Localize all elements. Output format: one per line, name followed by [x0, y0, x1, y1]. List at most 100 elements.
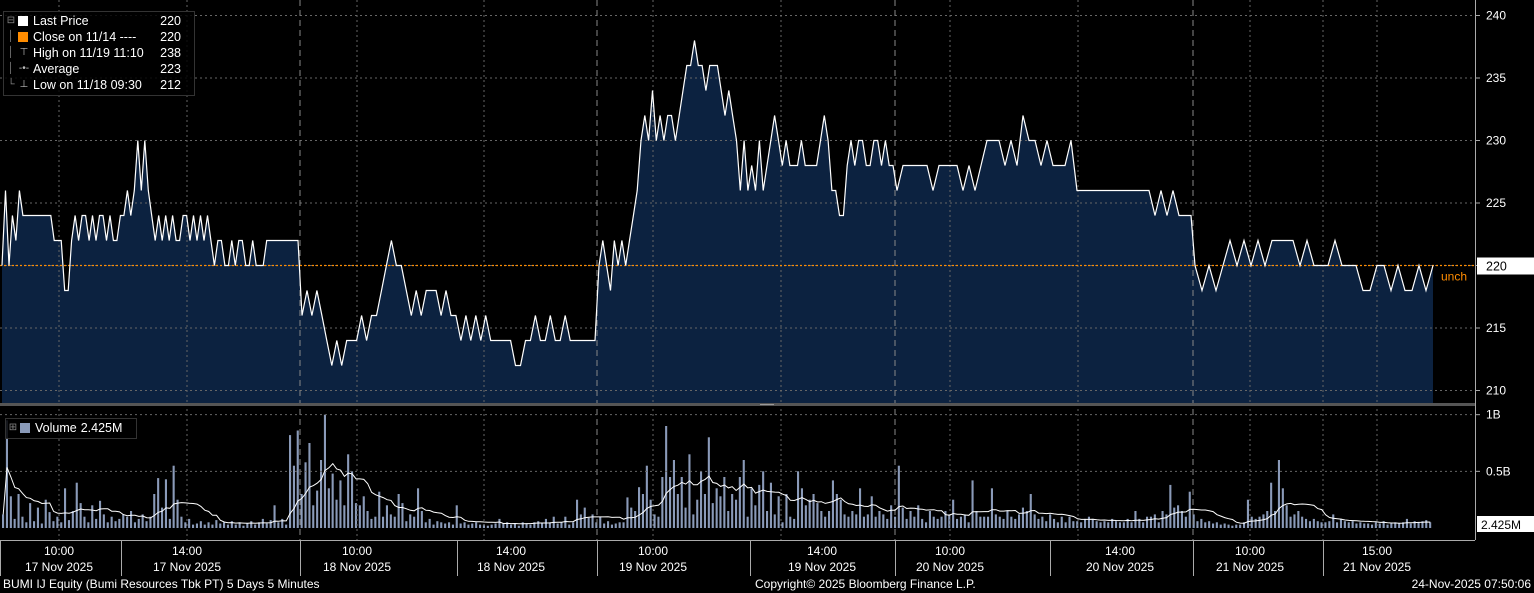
legend-value: 238 — [160, 46, 181, 60]
volume-bar — [855, 514, 858, 528]
volume-bar — [1010, 516, 1013, 528]
volume-bar — [1161, 511, 1164, 528]
volume-bar — [1196, 521, 1199, 528]
volume-bar — [292, 465, 295, 528]
volume-bar — [618, 522, 621, 528]
volume-bar — [289, 435, 292, 528]
volume-bar — [36, 507, 39, 528]
volume-bar — [164, 479, 167, 528]
tree-line-icon: │ — [7, 63, 15, 74]
volume-bar — [219, 523, 222, 528]
volume-bar — [258, 522, 261, 528]
volume-bar — [1219, 524, 1222, 528]
volume-bar — [1068, 516, 1071, 528]
volume-bar — [490, 524, 493, 528]
volume-bar — [1285, 505, 1288, 528]
volume-bar — [211, 524, 214, 528]
volume-bar — [595, 522, 598, 528]
volume-bar — [498, 518, 501, 528]
volume-bar — [195, 523, 198, 528]
panel-resize-handle — [760, 404, 774, 405]
volume-bar — [316, 490, 319, 528]
volume-bar — [428, 518, 431, 528]
volume-bar — [75, 482, 78, 528]
volume-bar — [17, 494, 20, 528]
legend-row-high[interactable]: │ ⊤ High on 11/19 11:10 238 — [6, 45, 194, 61]
volume-bar — [773, 514, 776, 528]
volume-bar — [521, 522, 524, 528]
volume-bar — [843, 514, 846, 528]
volume-bar — [71, 511, 74, 528]
legend-value: 223 — [160, 62, 181, 76]
volume-bar — [529, 524, 532, 528]
legend-label: Low on 11/18 09:30 — [33, 78, 142, 92]
axis-layer: 210 215 220 225 230 235 240 220 unch 0.5B 1B 2.425M… — [0, 0, 1534, 576]
volume-bar — [1072, 521, 1075, 528]
volume-bar — [2, 514, 5, 528]
volume-bar — [502, 523, 505, 528]
volume-bar — [983, 516, 986, 528]
volume-bar — [556, 523, 559, 528]
volume-bar — [1006, 511, 1009, 528]
legend-row-last-price[interactable]: ⊟ Last Price 220 — [6, 13, 194, 29]
volume-bar — [781, 522, 784, 528]
legend-row-average[interactable]: │ -•- Average 223 — [6, 61, 194, 77]
legend-row-close[interactable]: │ Close on 11/14 ---- 220 — [6, 29, 194, 45]
volume-bar — [1014, 518, 1017, 528]
volume-bar — [459, 523, 462, 528]
volume-bar — [1246, 499, 1249, 528]
volume-bar — [746, 516, 749, 528]
volume-legend: ⊞ Volume 2.425M — [5, 418, 137, 439]
volume-bar — [370, 518, 373, 528]
volume-bar — [1227, 524, 1230, 528]
legend-value: 220 — [160, 14, 181, 28]
volume-bar — [1429, 522, 1432, 528]
volume-bar — [816, 503, 819, 528]
volume-bar — [126, 516, 129, 528]
volume-bar — [95, 518, 98, 528]
volume-bar — [1250, 516, 1253, 528]
volume-bar — [91, 505, 94, 528]
volume-bar — [1134, 511, 1137, 528]
volume-bar — [1060, 516, 1063, 528]
volume-bar — [149, 516, 152, 528]
legend-value: 212 — [160, 78, 181, 92]
volume-bar — [60, 522, 63, 528]
volume-bar — [378, 491, 381, 528]
volume-bar — [1126, 518, 1129, 528]
x-axis-date-label: 18 Nov 2025 — [323, 560, 391, 574]
volume-bar — [56, 516, 59, 528]
volume-bar — [25, 522, 28, 528]
volume-bar — [665, 426, 668, 528]
expand-icon[interactable]: ⊞ — [8, 422, 18, 433]
volume-bar — [835, 494, 838, 528]
volume-bar — [828, 511, 831, 528]
volume-bar — [1382, 521, 1385, 528]
price-tick-label: 215 — [1486, 321, 1506, 335]
volume-bar — [990, 488, 993, 528]
volume-bar — [1390, 523, 1393, 528]
volume-bar — [1056, 522, 1059, 528]
volume-bar — [358, 505, 361, 528]
volume-bar — [703, 494, 706, 528]
volume-bar — [510, 524, 513, 528]
volume-bar — [727, 511, 730, 528]
volume-bar — [223, 522, 226, 528]
volume-bar — [533, 522, 536, 528]
volume-bar — [936, 518, 939, 528]
volume-bar — [1180, 511, 1183, 528]
volume-bar — [1208, 521, 1211, 528]
volume-bar — [110, 516, 113, 528]
volume-bar — [246, 523, 249, 528]
legend-row-low[interactable]: └ ⊥ Low on 11/18 09:30 212 — [6, 77, 194, 93]
volume-bar — [513, 523, 516, 528]
volume-bar — [242, 525, 245, 528]
volume-bar — [172, 465, 175, 528]
collapse-icon[interactable]: ⊟ — [6, 15, 16, 26]
volume-bar — [541, 523, 544, 528]
legend-row-volume[interactable]: ⊞ Volume 2.425M — [8, 420, 136, 436]
price-area — [2, 40, 1433, 403]
volume-bar — [576, 499, 579, 528]
volume-bar — [700, 471, 703, 528]
legend-value: 2.425M — [80, 421, 123, 435]
